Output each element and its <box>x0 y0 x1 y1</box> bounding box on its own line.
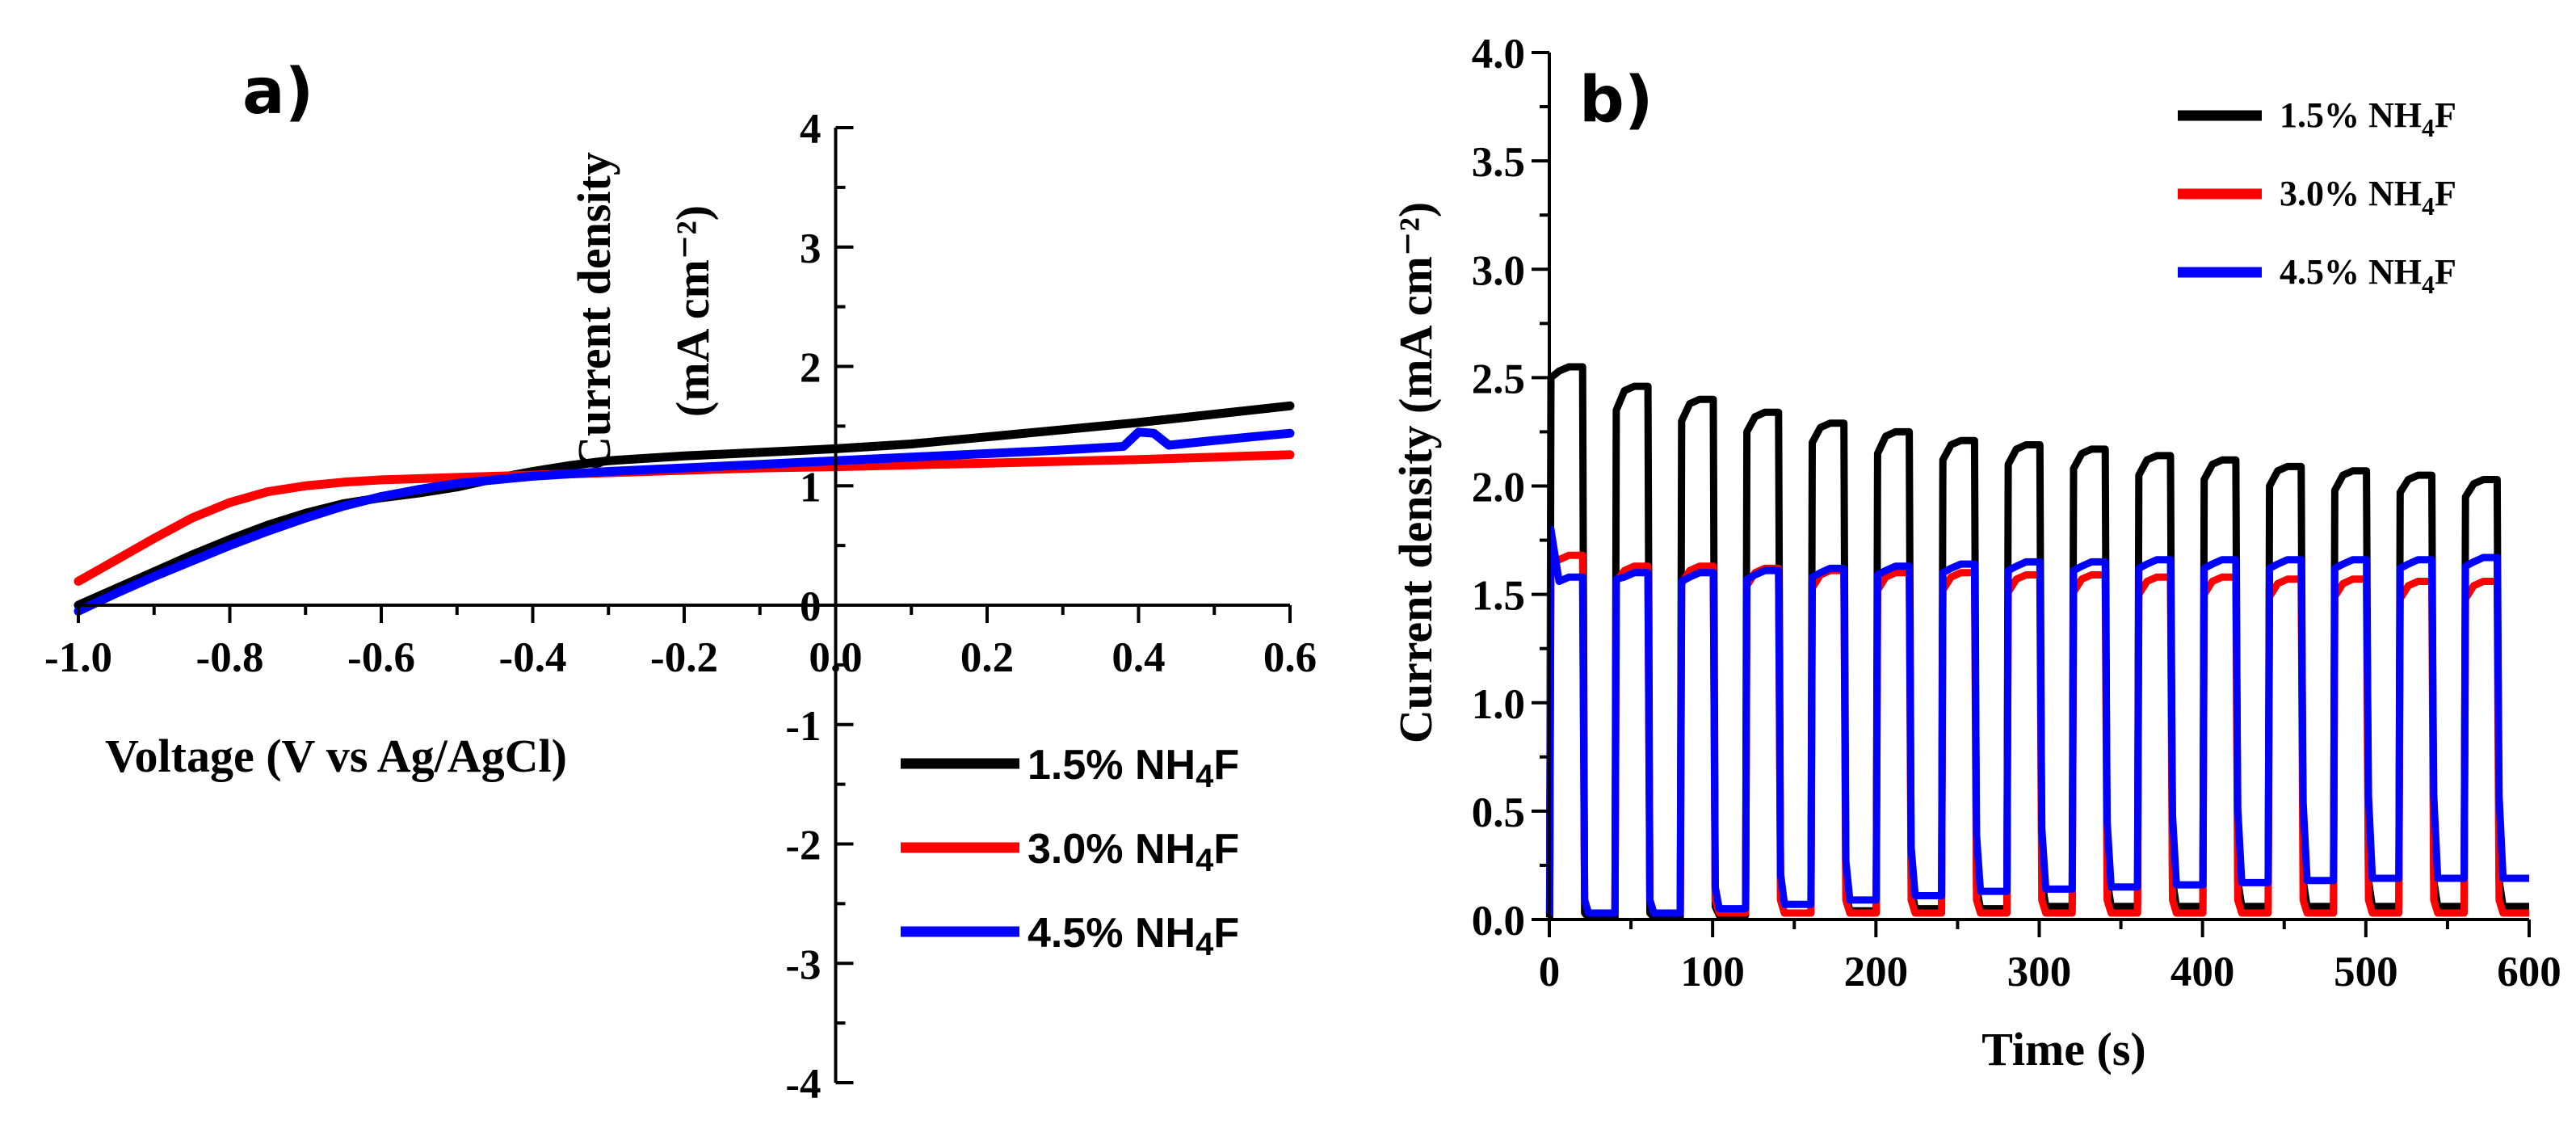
panel-a-x-tick-label: -0.4 <box>499 634 567 681</box>
panel-a-y-axis-title-line1: Current density <box>568 152 620 470</box>
panel-b-series <box>1545 363 2533 921</box>
panel-a-y-tick-label: 2 <box>800 345 822 392</box>
panel-a-x-tick-label: -0.2 <box>650 634 718 681</box>
panel-b-legend: 1.5% NH4F 3.0% NH4F 4.5% NH4F <box>2178 95 2456 299</box>
panel-a-x-tick-label: -0.8 <box>196 634 264 681</box>
panel-a-x-tick-label: 0.0 <box>809 634 862 681</box>
panel-a-series-line-3 <box>74 427 1295 616</box>
panel-b-x-tick-label: 100 <box>1680 949 1745 995</box>
panel-a-x-tick-label: -1.0 <box>44 634 112 681</box>
panel-b-y-tick-label: 0.0 <box>1472 898 1525 945</box>
panel-a-tick-labels: -1.0 -0.8 -0.6 -0.4 -0.2 0.0 0.2 0.4 0.6 -4 -3 -2 -1… <box>44 106 1317 1108</box>
panel-b-y-tick-label: 1.0 <box>1472 681 1525 728</box>
panel-b-y-tick-label: 3.5 <box>1472 139 1525 186</box>
panel-b-y-tick-label: 2.0 <box>1472 465 1525 511</box>
panel-b-y-tick-label: 0.5 <box>1472 789 1525 836</box>
panel-b-x-tick-label: 0 <box>1539 949 1561 995</box>
panel-a-x-axis-title: Voltage (V vs Ag/AgCl) <box>105 730 567 782</box>
panel-a-y-axis-title: Current density (mA cm⁻²) <box>568 152 719 470</box>
panel-a-y-tick-label: 4 <box>800 106 822 153</box>
panel-b-series-line-1 <box>1545 363 2533 921</box>
panel-b-chopped-light: 0 100 200 300 400 500 600 0.0 0.5 1.0 1.5 2.0 2.5 3.0… <box>1389 31 2561 1075</box>
panel-a-y-tick-label: -2 <box>785 823 821 869</box>
panel-a-series <box>74 401 1295 616</box>
panel-a-x-tick-label: -0.6 <box>347 634 415 681</box>
panel-b-y-axis-title: Current density (mA cm⁻²) <box>1389 202 1442 743</box>
panel-a-y-tick-label: 0 <box>800 583 822 630</box>
panel-b-x-tick-label: 600 <box>2497 949 2561 995</box>
panel-a-axes <box>77 126 1292 1084</box>
panel-a-y-tick-label: -1 <box>785 703 821 750</box>
panel-b-axes <box>1532 51 2531 937</box>
panel-a-legend: 1.5% NH4F 3.0% NH4F 4.5% NH4F <box>901 742 1239 962</box>
panel-b-y-tick-label: 3.0 <box>1472 247 1525 294</box>
panel-a-y-tick-label: -4 <box>785 1061 821 1108</box>
panel-b-label: b) <box>1579 64 1653 137</box>
panel-b-tick-labels: 0 100 200 300 400 500 600 0.0 0.5 1.0 1.5 2.0 2.5 3.0… <box>1472 31 2561 995</box>
panel-b-x-tick-label: 200 <box>1844 949 1909 995</box>
panel-b-x-axis-title: Time (s) <box>1981 1023 2146 1075</box>
panel-b-y-tick-label: 1.5 <box>1472 573 1525 620</box>
panel-a-series-line-2 <box>74 450 1295 586</box>
panel-b-x-tick-label: 300 <box>2007 949 2072 995</box>
panel-a-legend-label-1: 1.5% NH4F <box>1027 742 1239 794</box>
panel-b-x-tick-label: 500 <box>2334 949 2398 995</box>
panel-b-legend-label-2: 3.0% NH4F <box>2280 174 2456 221</box>
panel-a-x-tick-label: 0.4 <box>1112 634 1165 681</box>
panel-b-x-tick-label: 400 <box>2170 949 2235 995</box>
panel-a-x-tick-label: 0.6 <box>1263 634 1317 681</box>
panel-a-label: a) <box>242 56 313 128</box>
panel-a-y-tick-label: 3 <box>800 225 822 272</box>
panel-b-legend-label-1: 1.5% NH4F <box>2280 95 2456 142</box>
panel-a-series-line-1 <box>74 401 1295 610</box>
panel-b-y-tick-label: 4.0 <box>1472 31 1525 78</box>
panel-a-y-tick-label: -3 <box>785 941 821 988</box>
panel-b-series-line-3 <box>1545 525 2533 917</box>
panel-a-y-tick-label: 1 <box>800 464 822 511</box>
panel-a-iv-curve: a) -1.0 -0.8 -0.6 -0.4 -0.2 0.0 0.2 0.4 0.6-4-3-… <box>44 56 1317 1108</box>
panel-b-y-tick-label: 2.5 <box>1472 356 1525 402</box>
panel-b-legend-label-3: 4.5% NH4F <box>2280 252 2456 299</box>
panel-a-x-tick-label: 0.2 <box>960 634 1014 681</box>
panel-a-y-axis-title-line2: (mA cm⁻²) <box>666 205 719 417</box>
panel-a-legend-label-3: 4.5% NH4F <box>1027 910 1239 962</box>
panel-a-legend-label-2: 3.0% NH4F <box>1027 826 1239 878</box>
